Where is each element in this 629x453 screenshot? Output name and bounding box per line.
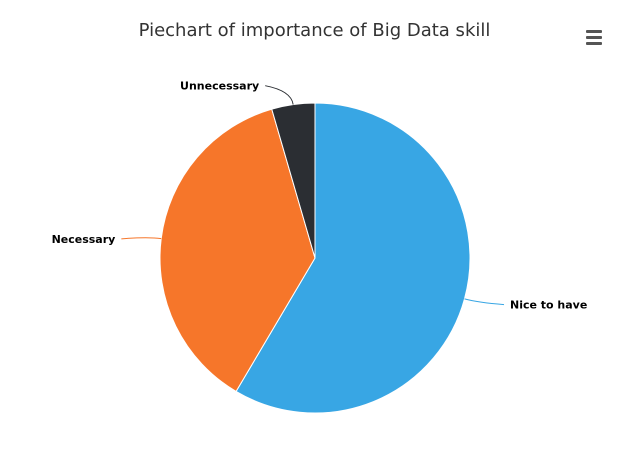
slice-label-nice-to-have: Nice to have	[510, 299, 587, 312]
hamburger-menu-icon-bar	[586, 42, 602, 45]
chart-title: Piechart of importance of Big Data skill	[138, 20, 491, 41]
hamburger-menu-icon-bar	[586, 36, 602, 39]
hamburger-menu-icon	[586, 30, 602, 33]
pie-slice-nice-to-have[interactable]	[235, 102, 471, 414]
slice-label-unnecessary: Unnecessary	[180, 80, 259, 93]
connector-necessary	[121, 237, 162, 240]
pie-slice-necessary[interactable]	[159, 108, 316, 393]
pie-slice-unnecessary[interactable]	[271, 102, 316, 259]
connector-nice-to-have	[464, 298, 505, 306]
connector-unnecessary	[265, 85, 294, 105]
chart-menu-button[interactable]	[580, 24, 608, 48]
slice-label-necessary: Necessary	[52, 233, 116, 246]
